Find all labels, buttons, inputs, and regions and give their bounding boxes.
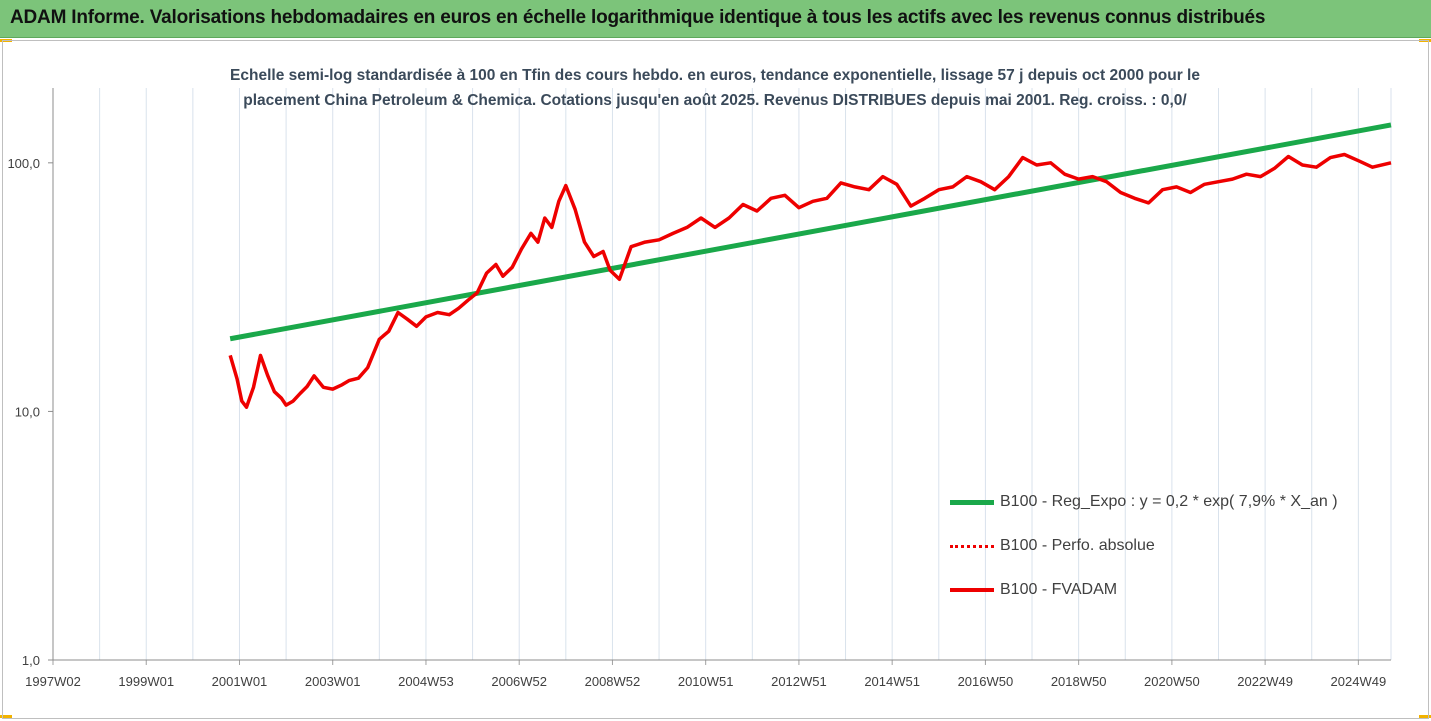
y-tick-label: 100,0 xyxy=(7,156,40,171)
legend-label-fvadam: B100 - FVADAM xyxy=(1000,581,1118,598)
legend-item-perfo: B100 - Perfo. absolue xyxy=(950,524,1338,568)
x-tick-label: 2006W52 xyxy=(491,674,547,689)
x-tick-label: 2010W51 xyxy=(678,674,734,689)
legend-swatch-regression xyxy=(950,499,994,505)
corner-marker-bottom-left xyxy=(0,715,12,718)
x-tick-label: 2022W49 xyxy=(1237,674,1293,689)
series-line-fvadam xyxy=(228,152,1392,409)
x-tick-label: 2008W52 xyxy=(585,674,641,689)
report-title: ADAM Informe. Valorisations hebdomadaire… xyxy=(10,7,1266,28)
legend-swatch-fvadam xyxy=(950,588,994,592)
x-tick-label: 2024W49 xyxy=(1331,674,1387,689)
x-tick-label: 2004W53 xyxy=(398,674,454,689)
chart-title-line-2: placement China Petroleum & Chemica. Cot… xyxy=(243,92,1187,109)
report-banner: ADAM Informe. Valorisations hebdomadaire… xyxy=(0,0,1431,38)
x-tick-label: 2003W01 xyxy=(305,674,361,689)
legend-label-regression: B100 - Reg_Expo : y = 0,2 * exp( 7,9% * … xyxy=(1000,493,1338,510)
x-tick-label: 2001W01 xyxy=(212,674,268,689)
corner-marker-bottom-right xyxy=(1419,715,1431,718)
legend-label-perfo: B100 - Perfo. absolue xyxy=(1000,537,1155,554)
series-line-regression xyxy=(229,122,1392,342)
x-tick-label: 2012W51 xyxy=(771,674,827,689)
legend-item-fvadam: B100 - FVADAM xyxy=(950,568,1338,612)
x-tick-label: 2014W51 xyxy=(864,674,920,689)
x-tick-label: 2016W50 xyxy=(958,674,1014,689)
x-tick-label: 2020W50 xyxy=(1144,674,1200,689)
x-tick-label: 1999W01 xyxy=(118,674,174,689)
chart-area xyxy=(2,40,1429,719)
chart-legend: B100 - Reg_Expo : y = 0,2 * exp( 7,9% * … xyxy=(950,480,1338,612)
x-tick-label: 2018W50 xyxy=(1051,674,1107,689)
legend-item-regression: B100 - Reg_Expo : y = 0,2 * exp( 7,9% * … xyxy=(950,480,1338,524)
legend-swatch-perfo xyxy=(950,544,994,548)
chart-title-line-1: Echelle semi-log standardisée à 100 en T… xyxy=(230,67,1200,84)
y-tick-label: 1,0 xyxy=(22,653,40,668)
x-tick-label: 1997W02 xyxy=(25,674,81,689)
y-tick-label: 10,0 xyxy=(15,404,40,419)
chart-title: Echelle semi-log standardisée à 100 en T… xyxy=(180,63,1250,113)
